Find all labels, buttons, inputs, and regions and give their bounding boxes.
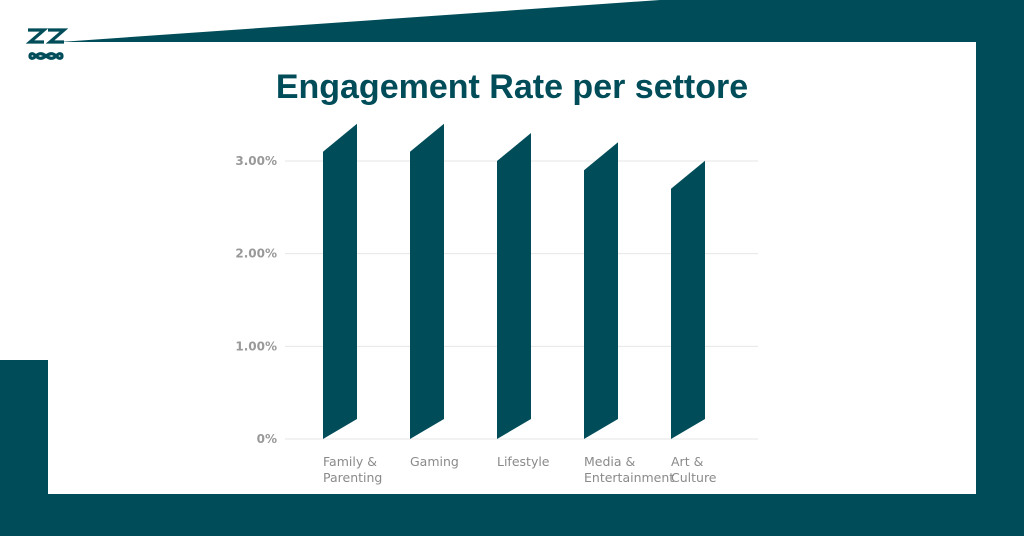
bar [497, 133, 531, 439]
y-tick-label: 3.00% [235, 154, 277, 168]
zz-infinity-logo-icon [25, 28, 68, 60]
bar [584, 142, 618, 439]
chart-title: Engagement Rate per settore [275, 68, 749, 106]
bar [410, 123, 444, 439]
x-category-label: Parenting [323, 470, 382, 485]
x-category-label: Entertainment [584, 470, 674, 485]
x-category-label: Culture [671, 470, 717, 485]
left-white-strip [0, 0, 48, 360]
x-category-label: Family & [323, 454, 377, 469]
bar [323, 123, 357, 439]
x-category-label: Lifestyle [497, 454, 550, 469]
bar [671, 160, 705, 440]
x-category-label: Media & [584, 454, 636, 469]
y-tick-label: 2.00% [235, 247, 277, 261]
x-category-label: Gaming [410, 454, 459, 469]
x-category-label: Art & [671, 454, 704, 469]
y-tick-label: 0% [257, 432, 277, 446]
y-tick-label: 1.00% [235, 339, 277, 353]
